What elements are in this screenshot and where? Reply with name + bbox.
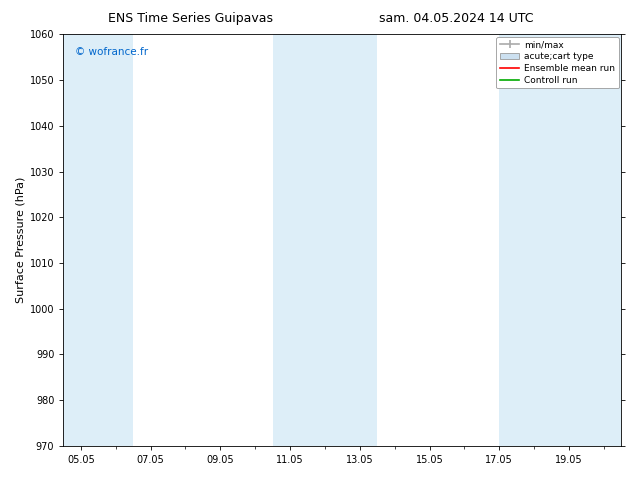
Bar — [63, 34, 133, 446]
Text: © wofrance.fr: © wofrance.fr — [75, 47, 148, 57]
Legend: min/max, acute;cart type, Ensemble mean run, Controll run: min/max, acute;cart type, Ensemble mean … — [496, 37, 619, 88]
Text: ENS Time Series Guipavas: ENS Time Series Guipavas — [108, 12, 273, 25]
Text: sam. 04.05.2024 14 UTC: sam. 04.05.2024 14 UTC — [379, 12, 534, 25]
Y-axis label: Surface Pressure (hPa): Surface Pressure (hPa) — [16, 177, 25, 303]
Bar — [273, 34, 377, 446]
Bar — [500, 34, 621, 446]
